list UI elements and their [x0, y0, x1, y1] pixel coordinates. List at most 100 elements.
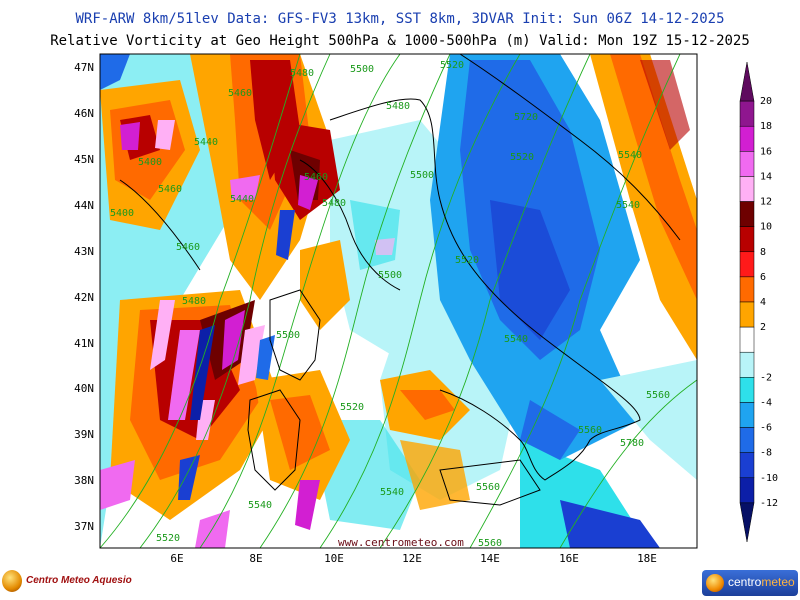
- contour-label: 5540: [618, 150, 642, 161]
- logo-left-text: Centro Meteo Aquesio: [26, 575, 132, 586]
- contour-label: 5520: [455, 255, 479, 266]
- chart-title-line-2: Relative Vorticity at Geo Height 500hPa …: [50, 33, 750, 49]
- lon-label: 6E: [170, 552, 183, 565]
- contour-label: 5460: [158, 184, 182, 195]
- contour-label: 5540: [504, 334, 528, 345]
- logo-right-text: centrometeo: [728, 575, 795, 589]
- contour-label: 5460: [228, 88, 252, 99]
- colorbar-label: -10: [760, 473, 778, 484]
- colorbar-swatch: [739, 502, 755, 543]
- colorbar-swatch: [739, 61, 755, 102]
- lon-label: 12E: [402, 552, 422, 565]
- lat-label: 38N: [74, 474, 94, 487]
- lon-label: 10E: [324, 552, 344, 565]
- colorbar-swatch: [739, 452, 755, 479]
- longitude-axis: 6E 8E 10E 12E 14E 16E 18E: [170, 552, 657, 565]
- contour-label: 5460: [176, 242, 200, 253]
- geopotential-contours: [100, 54, 697, 548]
- logo-centrometeo[interactable]: centrometeo: [702, 570, 798, 596]
- colorbar-label: 8: [760, 247, 766, 258]
- watermark: www.centrometeo.com: [338, 536, 464, 549]
- colorbar-swatch: [739, 176, 755, 202]
- colorbar-label: 4: [760, 297, 766, 308]
- lat-label: 43N: [74, 245, 94, 258]
- contour-label: 5520: [156, 533, 180, 544]
- colorbar-label: -4: [760, 397, 772, 408]
- contour-labels: 5480 5500 5520 5460 5440 5720 5520 5540 …: [110, 60, 670, 549]
- colorbar-swatch: [739, 402, 755, 428]
- lat-label: 47N: [74, 61, 94, 74]
- contour-label: 5480: [290, 68, 314, 79]
- contour-label: 5440: [194, 137, 218, 148]
- colorbar-swatch: [739, 351, 755, 378]
- colorbar-label: 6: [760, 272, 766, 283]
- contour-label: 5560: [476, 482, 500, 493]
- colorbar-swatch: [739, 100, 755, 127]
- lon-label: 18E: [637, 552, 657, 565]
- contour-label: 5500: [378, 270, 402, 281]
- contour-label: 5400: [138, 157, 162, 168]
- contour-label: 5500: [276, 330, 300, 341]
- chart-title-line-1: WRF-ARW 8km/51lev Data: GFS-FV3 13km, SS…: [75, 11, 725, 27]
- contour-label: 5500: [350, 64, 374, 75]
- colorbar-swatch: [739, 326, 755, 353]
- contour-label: 5460: [304, 172, 328, 183]
- colorbar-swatch: [739, 301, 755, 328]
- contour-label: 5520: [340, 402, 364, 413]
- lat-label: 42N: [74, 291, 94, 304]
- colorbar-label: 12: [760, 197, 772, 208]
- colorbar-swatch: [739, 377, 755, 403]
- colorbar-label: 14: [760, 171, 772, 182]
- colorbar-swatch: [739, 477, 755, 504]
- contour-label: 5560: [646, 390, 670, 401]
- colorbar: 20 18 16 14 12 10 8 6 4 2 -2 -4 -6 -8 -10 -12: [739, 61, 778, 543]
- contour-label: 5480: [386, 101, 410, 112]
- contour-label: 5400: [110, 208, 134, 219]
- lat-label: 39N: [74, 428, 94, 441]
- sun-logo-icon: [706, 574, 724, 592]
- colorbar-label: -12: [760, 498, 778, 509]
- contour-label: 5540: [380, 487, 404, 498]
- contour-label: 5540: [248, 500, 272, 511]
- contour-label: 5560: [578, 425, 602, 436]
- colorbar-label: -6: [760, 423, 772, 434]
- colorbar-label: 16: [760, 146, 772, 157]
- colorbar-swatch: [739, 251, 755, 278]
- colorbar-label: 10: [760, 222, 772, 233]
- lon-label: 8E: [249, 552, 262, 565]
- lat-label: 40N: [74, 382, 94, 395]
- colorbar-swatch: [739, 276, 755, 303]
- lat-label: 46N: [74, 107, 94, 120]
- contour-label: 5480: [182, 296, 206, 307]
- colorbar-swatch: [739, 125, 755, 152]
- contour-label: 5780: [620, 438, 644, 449]
- colorbar-swatch: [739, 427, 755, 453]
- colorbar-swatch: [739, 226, 755, 253]
- logo-centro-meteo-aquesio: Centro Meteo Aquesio: [0, 566, 132, 596]
- contour-label: 5520: [440, 60, 464, 71]
- colorbar-label: -2: [760, 372, 772, 383]
- colorbar-label: 18: [760, 121, 772, 132]
- colorbar-swatch: [739, 201, 755, 227]
- contour-label: 5560: [478, 538, 502, 549]
- contour-label: 5520: [510, 152, 534, 163]
- latitude-axis: 47N 46N 45N 44N 43N 42N 41N 40N 39N 38N …: [74, 61, 94, 533]
- colorbar-label: 2: [760, 322, 766, 333]
- colorbar-swatch: [739, 151, 755, 177]
- lat-label: 37N: [74, 520, 94, 533]
- coastlines: [119, 54, 681, 506]
- lat-label: 44N: [74, 199, 94, 212]
- sun-logo-icon: [2, 570, 22, 592]
- lat-label: 45N: [74, 153, 94, 166]
- lon-label: 14E: [480, 552, 500, 565]
- colorbar-label: -8: [760, 448, 772, 459]
- contour-label: 5440: [230, 194, 254, 205]
- contour-label: 5480: [322, 198, 346, 209]
- map-frame: [99, 53, 698, 549]
- contour-label: 5720: [514, 112, 538, 123]
- lat-label: 41N: [74, 337, 94, 350]
- map-field: [100, 54, 697, 548]
- colorbar-label: 20: [760, 96, 772, 107]
- contour-label: 5500: [410, 170, 434, 181]
